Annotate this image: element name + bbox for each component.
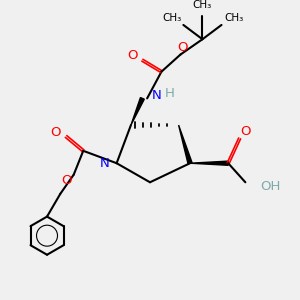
Text: O: O bbox=[61, 174, 71, 187]
Text: CH₃: CH₃ bbox=[193, 0, 212, 10]
Polygon shape bbox=[190, 161, 228, 165]
Polygon shape bbox=[178, 125, 192, 164]
Text: O: O bbox=[50, 126, 61, 139]
Text: N: N bbox=[152, 89, 162, 102]
Text: H: H bbox=[164, 87, 174, 100]
Polygon shape bbox=[131, 98, 144, 125]
Text: CH₃: CH₃ bbox=[224, 13, 244, 23]
Text: CH₃: CH₃ bbox=[162, 13, 182, 23]
Text: O: O bbox=[177, 41, 188, 54]
Text: O: O bbox=[240, 125, 250, 138]
Text: O: O bbox=[128, 49, 138, 62]
Text: N: N bbox=[100, 157, 110, 170]
Text: OH: OH bbox=[261, 180, 281, 193]
